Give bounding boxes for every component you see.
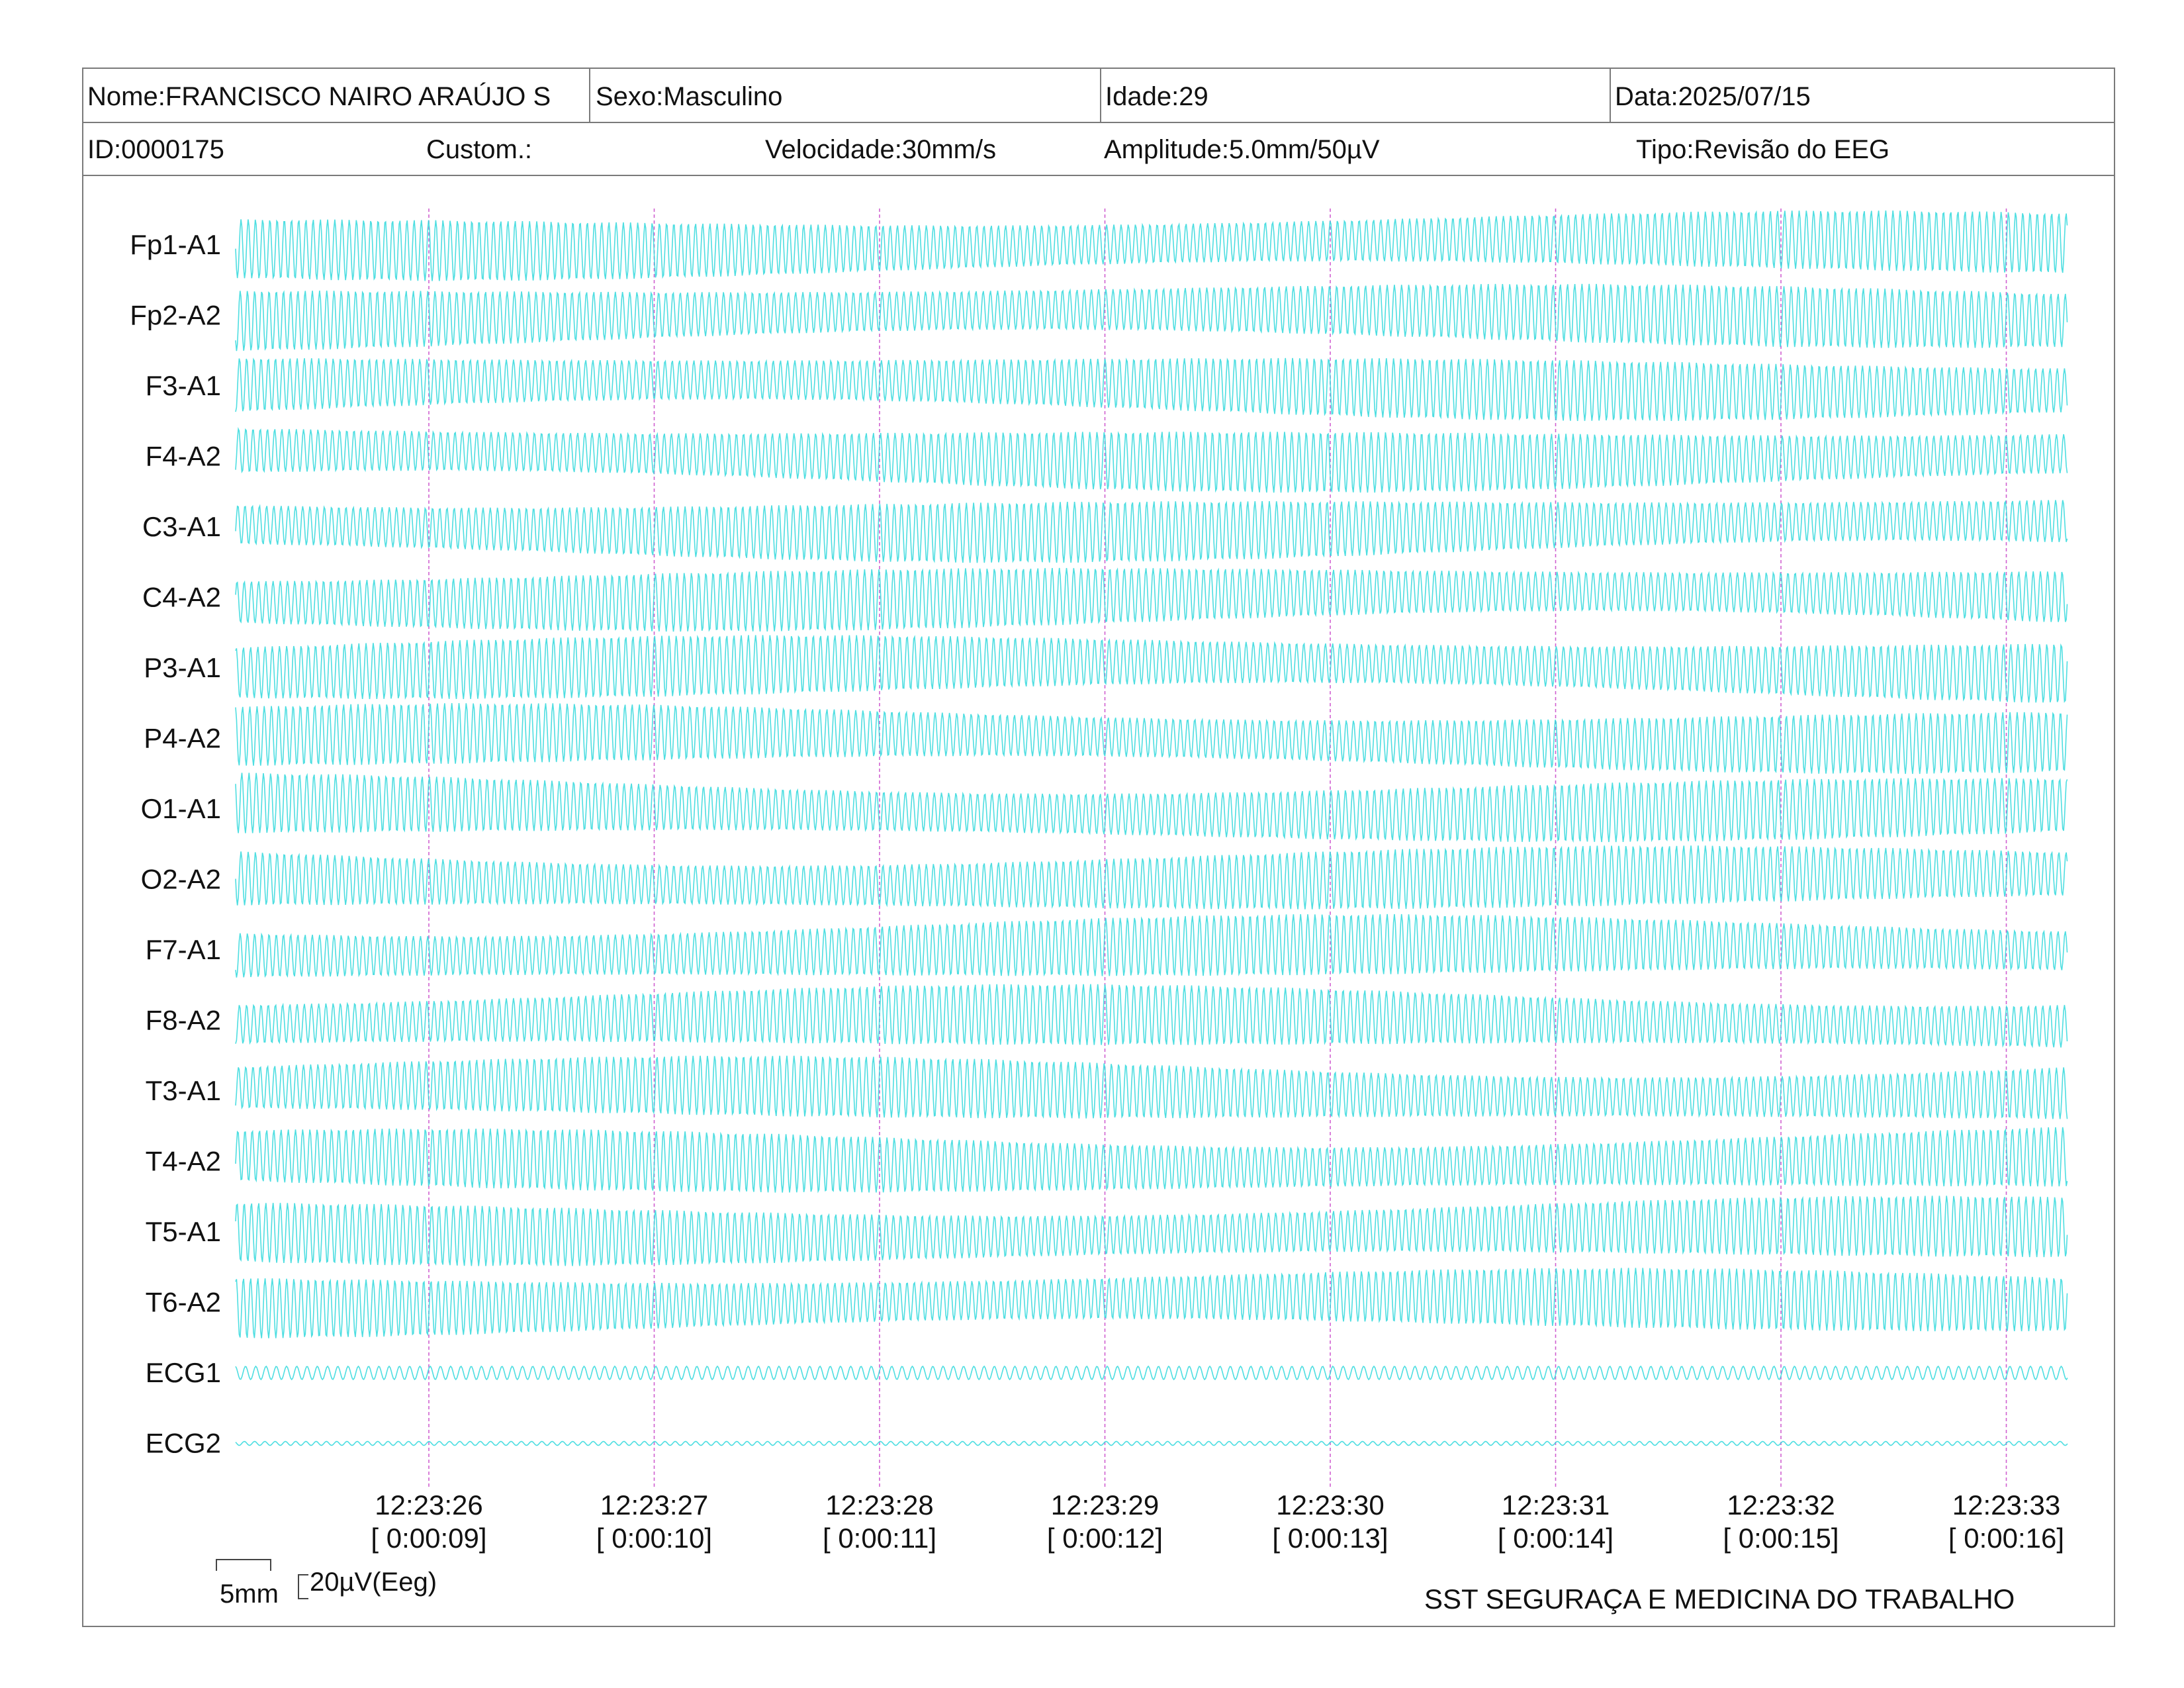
patient-id: ID:0000175 [87, 135, 224, 164]
channel-waveform [235, 283, 2068, 352]
time-mark-clock: 12:23:30 [1276, 1489, 1385, 1521]
time-mark-clock: 12:23:33 [1952, 1489, 2061, 1521]
channel-label: O2-A2 [141, 864, 221, 895]
patient-age: Idade:29 [1105, 82, 1208, 111]
exam-type: Tipo:Revisão do EEG [1636, 135, 1890, 164]
time-mark-elapsed: [ 0:00:15] [1723, 1523, 1839, 1554]
channel-waveform [235, 1055, 2068, 1120]
time-mark-elapsed: [ 0:00:16] [1948, 1523, 2064, 1554]
header-row-1: Nome:FRANCISCO NAIRO ARAÚJO S Sexo:Mascu… [83, 69, 2114, 123]
time-mark-elapsed: [ 0:00:14] [1498, 1523, 1614, 1554]
patient-sex: Sexo:Masculino [596, 82, 783, 111]
time-scale-bar [216, 1559, 271, 1571]
channel-label: O1-A1 [141, 793, 221, 824]
channel-label: C3-A1 [142, 511, 221, 542]
channel-label: F8-A2 [146, 1005, 221, 1036]
time-mark-clock: 12:23:27 [600, 1489, 709, 1521]
channel-waveform [235, 703, 2068, 774]
channel-waveform [235, 1196, 2068, 1267]
channel-label: Fp1-A1 [130, 229, 221, 260]
time-mark-clock: 12:23:32 [1727, 1489, 1835, 1521]
channel-waveform [235, 210, 2068, 281]
channel-waveform [235, 1127, 2068, 1194]
channel-label: T3-A1 [146, 1075, 221, 1106]
channel-waveform [235, 914, 2068, 978]
channel-label: T5-A1 [146, 1216, 221, 1247]
time-mark-elapsed: [ 0:00:12] [1047, 1523, 1163, 1554]
recording-amplitude: Amplitude:5.0mm/50µV [1104, 135, 1380, 164]
time-mark-elapsed: [ 0:00:11] [823, 1523, 936, 1554]
waveforms [235, 210, 2068, 1446]
amplitude-scale-bar [298, 1574, 308, 1599]
channel-waveform [235, 426, 2068, 493]
amplitude-scale-label: 20µV(Eeg) [310, 1568, 437, 1597]
exam-date: Data:2025/07/15 [1615, 82, 1811, 111]
time-labels: 12:23:26[ 0:00:09] 12:23:27[ 0:00:10] 12:2… [371, 1489, 2064, 1554]
channel-waveform [235, 773, 2068, 843]
channel-waveform [235, 1268, 2068, 1338]
channel-label: F4-A2 [146, 441, 221, 472]
channel-label: C4-A2 [142, 582, 221, 613]
channel-waveform [235, 845, 2068, 910]
time-markers [428, 209, 2007, 1488]
channel-label: F3-A1 [146, 370, 221, 401]
channel-waveform [235, 357, 2068, 422]
header-divider [589, 69, 590, 122]
header-divider [1100, 69, 1101, 122]
time-mark-clock: 12:23:31 [1502, 1489, 1610, 1521]
channel-label: Fp2-A2 [130, 300, 221, 331]
channel-label: ECG1 [146, 1357, 221, 1388]
channel-labels: Fp1-A1 Fp2-A2 F3-A1 F4-A2 C3-A1 C4-A2 P3-A1 P4-… [130, 229, 221, 1459]
header-row-2: ID:0000175 Custom.: Velocidade:30mm/s Am… [83, 122, 2114, 176]
custom-field: Custom.: [426, 135, 533, 164]
time-mark-clock: 12:23:28 [825, 1489, 934, 1521]
channel-label: P4-A2 [144, 723, 221, 754]
channel-waveform [235, 1365, 2068, 1381]
time-mark-elapsed: [ 0:00:13] [1272, 1523, 1388, 1554]
channel-label: P3-A1 [144, 652, 221, 683]
channel-label: T4-A2 [146, 1146, 221, 1177]
channel-waveform [235, 1440, 2068, 1446]
time-mark-clock: 12:23:29 [1051, 1489, 1160, 1521]
channel-waveform [235, 634, 2068, 703]
report-frame: Nome:FRANCISCO NAIRO ARAÚJO S Sexo:Mascu… [82, 68, 2115, 1627]
time-scale-label: 5mm [220, 1579, 279, 1609]
patient-name: Nome:FRANCISCO NAIRO ARAÚJO S [87, 82, 551, 111]
channel-label: ECG2 [146, 1428, 221, 1459]
channel-waveform [235, 567, 2068, 632]
header-divider [1610, 69, 1611, 122]
recording-speed: Velocidade:30mm/s [765, 135, 997, 164]
footer-organization: SST SEGURAÇA E MEDICINA DO TRABALHO [1424, 1583, 2015, 1615]
channel-waveform [235, 500, 2068, 563]
channel-label: T6-A2 [146, 1287, 221, 1318]
channel-label: F7-A1 [146, 934, 221, 965]
time-mark-clock: 12:23:26 [375, 1489, 483, 1521]
time-mark-elapsed: [ 0:00:10] [596, 1523, 712, 1554]
time-mark-elapsed: [ 0:00:09] [371, 1523, 486, 1554]
channel-waveform [235, 984, 2068, 1049]
